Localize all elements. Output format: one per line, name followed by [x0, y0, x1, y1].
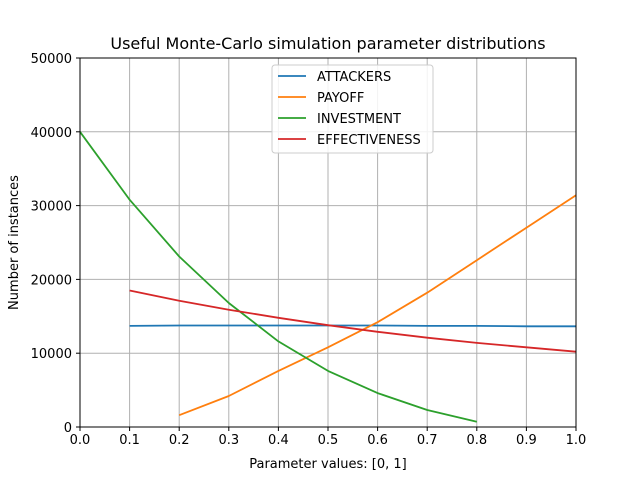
- x-tick-label: 1.0: [566, 433, 587, 448]
- x-tick-label: 0.8: [466, 433, 487, 448]
- series-line-effectiveness: [129, 289, 577, 353]
- x-axis-ticks: 0.0 0.1 0.2 0.3 0.4 0.5 0.6 0.7 0.8 0.9 1.0: [70, 427, 587, 448]
- y-tick-label: 10000: [31, 347, 72, 362]
- y-tick-label: 30000: [31, 200, 72, 215]
- legend-box: [271, 64, 434, 154]
- x-tick-label: 0.6: [367, 433, 388, 448]
- legend-label: INVESTMENT: [317, 112, 401, 127]
- x-tick-label: 0.4: [268, 433, 289, 448]
- x-tick-label: 0.2: [169, 433, 190, 448]
- x-tick-label: 0.0: [70, 433, 91, 448]
- y-axis-title: Number of instances: [7, 175, 22, 310]
- series-line-investment: [79, 131, 478, 423]
- x-tick-label: 0.3: [218, 433, 239, 448]
- y-tick-label: 50000: [31, 52, 72, 67]
- legend-label: EFFECTIVENESS: [317, 133, 421, 148]
- series-lines: [79, 131, 577, 423]
- y-tick-label: 40000: [31, 126, 72, 141]
- legend: ATTACKERS PAYOFF INVESTMENT EFFECTIVENESS: [271, 64, 434, 154]
- x-tick-label: 0.1: [119, 433, 140, 448]
- chart-title: Useful Monte-Carlo simulation parameter …: [110, 34, 545, 53]
- legend-label: PAYOFF: [317, 91, 364, 106]
- x-tick-label: 0.9: [516, 433, 537, 448]
- series-line-attackers: [129, 324, 576, 328]
- series-line-payoff: [178, 194, 577, 417]
- x-axis-title: Parameter values: [0, 1]: [249, 457, 407, 472]
- x-tick-label: 0.5: [318, 433, 339, 448]
- legend-label: ATTACKERS: [317, 70, 391, 85]
- x-tick-label: 0.7: [417, 433, 438, 448]
- y-tick-label: 0: [64, 421, 72, 436]
- y-axis-ticks: 0 10000 20000 30000 40000 50000: [31, 52, 80, 436]
- y-tick-label: 20000: [31, 273, 72, 288]
